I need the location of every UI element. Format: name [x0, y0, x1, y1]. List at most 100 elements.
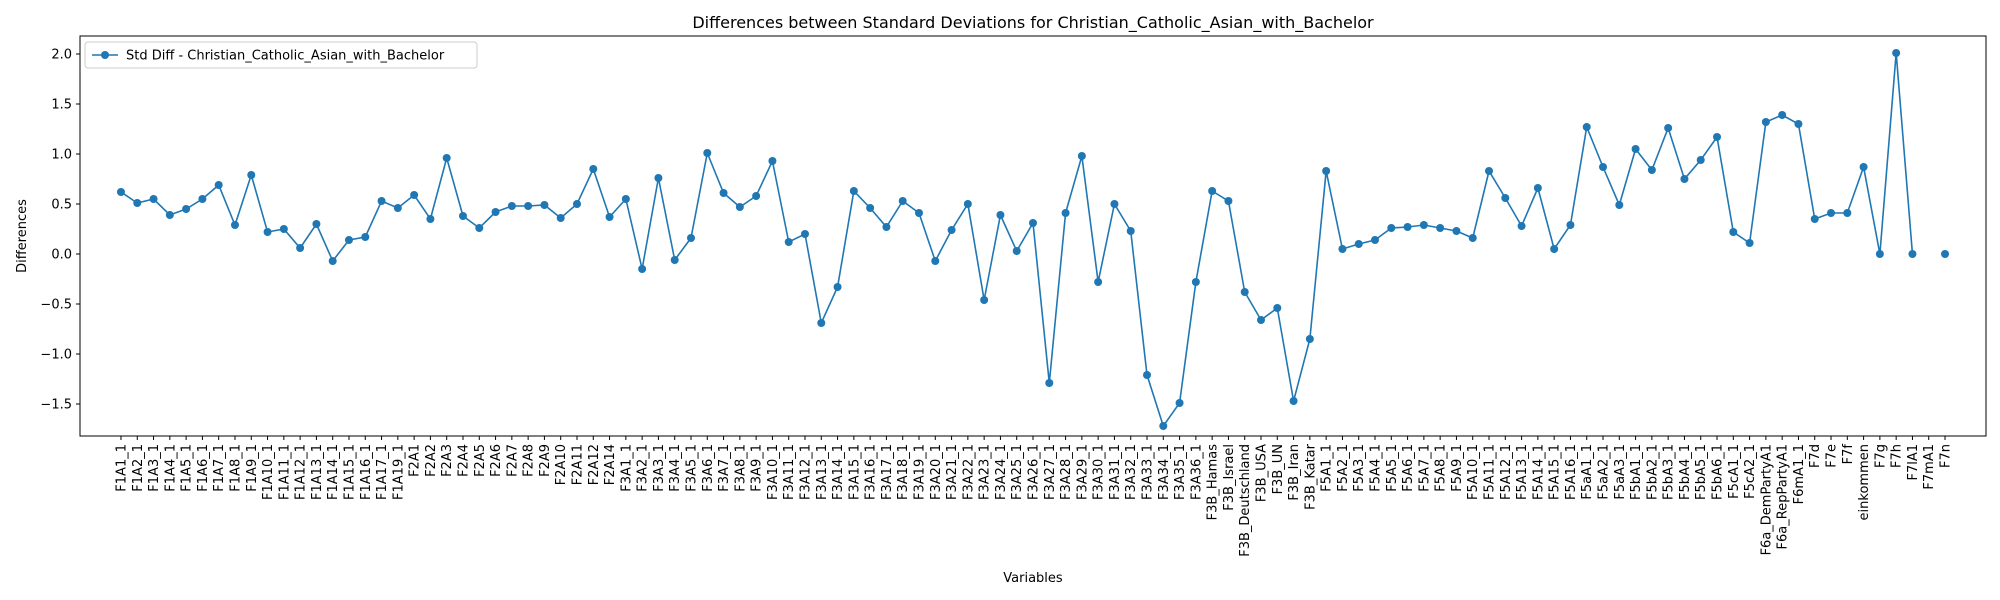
y-tick-label: −1.5: [40, 398, 72, 413]
x-tick-label: F3A35_1: [1173, 444, 1188, 500]
data-point: [914, 209, 923, 217]
x-tick-label: F6a_DemPartyA1: [1759, 444, 1774, 555]
data-point: [654, 174, 663, 182]
data-point: [621, 195, 630, 203]
y-tick-label: −0.5: [40, 298, 72, 313]
x-tick-label: F1A13_1: [310, 444, 325, 500]
x-tick-label: F3A32_1: [1124, 444, 1139, 500]
x-tick-label: F3A8_1: [733, 444, 748, 492]
x-tick-label: F5A14_1: [1531, 444, 1546, 500]
x-tick-label: F1A8_1: [228, 444, 243, 492]
data-point: [1501, 194, 1510, 202]
x-tick-label: F1A19_1: [391, 444, 406, 500]
y-tick-label: 0.0: [51, 248, 72, 263]
x-tick-label: F5A12_1: [1499, 444, 1514, 500]
data-point: [296, 244, 305, 252]
x-tick-label: F3A24_1: [994, 444, 1009, 500]
data-point: [638, 265, 647, 273]
x-tick-label: einkommen: [1857, 444, 1872, 520]
data-point: [540, 201, 549, 209]
x-tick-label: F3A26_1: [1027, 444, 1042, 500]
data-point: [279, 225, 288, 233]
x-tick-label: F2A8: [522, 444, 537, 477]
data-point: [361, 233, 370, 241]
data-point: [328, 257, 337, 265]
x-tick-label: F1A14_1: [326, 444, 341, 500]
data-point: [1436, 224, 1445, 232]
x-tick-label: F1A7_1: [212, 444, 227, 492]
data-point: [116, 188, 125, 196]
data-point: [1012, 247, 1021, 255]
x-tick-label: F5A11_1: [1483, 444, 1498, 500]
data-point: [475, 224, 484, 232]
data-point: [230, 221, 239, 229]
data-point: [1403, 223, 1412, 231]
x-tick-label: F3A5_1: [684, 444, 699, 492]
data-point: [1680, 175, 1689, 183]
data-point: [1126, 227, 1135, 235]
x-tick-label: F1A16_1: [359, 444, 374, 500]
series-markers: [116, 49, 1950, 430]
data-point: [1289, 397, 1298, 405]
x-tick-label: F3A27_1: [1043, 444, 1058, 500]
x-tick-label: F2A14: [603, 444, 618, 485]
data-point: [849, 187, 858, 195]
data-point: [1191, 278, 1200, 286]
data-point: [1387, 224, 1396, 232]
data-point: [866, 204, 875, 212]
x-tick-label: F2A10: [554, 444, 569, 485]
x-tick-label: F3A30_1: [1092, 444, 1107, 500]
x-tick-label: F2A3: [440, 444, 455, 477]
x-tick-label: F5A1_1: [1320, 444, 1335, 492]
data-point: [963, 200, 972, 208]
data-point: [1941, 250, 1950, 258]
x-tick-label: F5bA6_1: [1711, 444, 1726, 500]
x-tick-label: F5bA2_1: [1645, 444, 1660, 500]
y-tick-label: 1.5: [51, 98, 72, 113]
x-tick-label: F1A1_1: [114, 444, 129, 492]
x-tick-label: F5cA2_1: [1743, 444, 1758, 499]
x-tick-label: F5A6_1: [1401, 444, 1416, 492]
x-tick-label: F5cA1_1: [1727, 444, 1742, 499]
x-tick-label: F5A2_1: [1336, 444, 1351, 492]
y-tick-label: 2.0: [51, 48, 72, 63]
data-point: [410, 191, 419, 199]
data-point: [572, 200, 581, 208]
x-tick-label: F2A6: [489, 444, 504, 477]
x-tick-label: F3A33_1: [1141, 444, 1156, 500]
x-axis: F1A1_1 F1A2_1 F1A3_1 F1A4_1 F1A5_1 F1A6_1 F1A7…: [114, 436, 1954, 557]
data-point: [1175, 399, 1184, 407]
data-point: [768, 157, 777, 165]
x-tick-label: F3A13_1: [815, 444, 830, 500]
data-point: [1029, 219, 1037, 227]
data-point: [1745, 239, 1754, 247]
x-tick-label: F2A7: [505, 444, 520, 477]
data-point: [524, 202, 533, 210]
x-tick-label: F3A15_1: [847, 444, 862, 500]
data-point: [1631, 145, 1640, 153]
data-point: [312, 220, 321, 228]
data-point: [1354, 240, 1363, 248]
x-tick-label: F5A3_1: [1352, 444, 1367, 492]
x-axis-title: Variables: [1003, 571, 1063, 586]
data-point: [165, 211, 174, 219]
x-tick-label: F3B_Deutschland: [1238, 444, 1253, 557]
data-point: [1452, 227, 1461, 235]
legend-marker: [101, 51, 109, 59]
data-point: [947, 226, 956, 234]
data-point: [393, 204, 402, 212]
data-point: [784, 238, 793, 246]
x-tick-label: F3B_Hamas: [1206, 444, 1221, 521]
x-tick-label: F3A1_1: [619, 444, 634, 492]
x-tick-label: F3A14_1: [831, 444, 846, 500]
x-tick-label: F3B_Iran: [1287, 444, 1302, 501]
y-tick-label: 1.0: [51, 148, 72, 163]
x-tick-label: F1A2_1: [131, 444, 146, 492]
x-tick-label: F3A28_1: [1059, 444, 1074, 500]
x-tick-label: F3B_USA: [1255, 444, 1270, 502]
x-tick-label: F5A13_1: [1515, 444, 1530, 500]
x-tick-label: F5A15_1: [1548, 444, 1563, 500]
x-tick-label: F1A6_1: [196, 444, 211, 492]
